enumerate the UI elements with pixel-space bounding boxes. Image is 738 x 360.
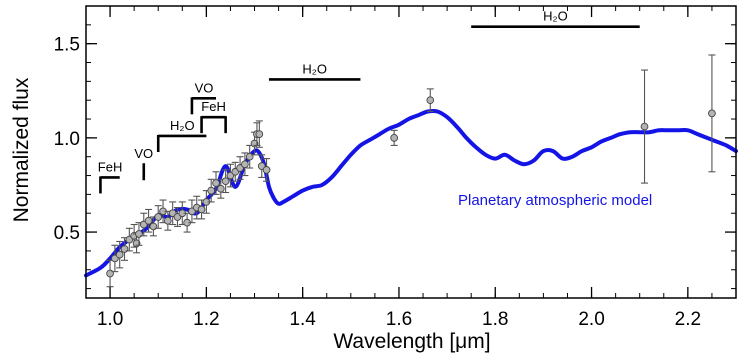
observation-point [426, 88, 435, 113]
x-tick-label: 1.8 [482, 309, 508, 330]
band-label: VO [134, 146, 153, 161]
plot-frame [85, 5, 737, 299]
data-point [708, 109, 716, 118]
data-point [212, 179, 220, 187]
observation-point [115, 240, 124, 269]
y-tick-label: 1.0 [54, 129, 80, 150]
data-point [426, 96, 435, 105]
observation-point [207, 178, 216, 203]
observation-point [130, 223, 138, 248]
observation-point [125, 227, 134, 252]
band-label: FeH [201, 99, 226, 114]
molecule-band: VO [134, 146, 153, 181]
molecule-band: FeH [200, 99, 227, 134]
band-label: VO [195, 80, 214, 95]
data-point [115, 250, 124, 259]
observation-point [144, 208, 153, 233]
band-label: H₂O [302, 61, 327, 76]
observation-point [164, 210, 172, 231]
data-point [207, 186, 216, 195]
observation-point [390, 129, 398, 146]
molecule-band: FeH [98, 159, 123, 194]
observation-point [216, 178, 225, 199]
observation-point [241, 152, 249, 177]
data-point [390, 134, 398, 142]
band-label: H₂O [170, 118, 195, 133]
data-point [221, 177, 230, 186]
data-point [255, 130, 264, 138]
x-axis-label: Wavelength [μm] [333, 330, 490, 353]
data-point [154, 213, 163, 221]
observation-point [212, 171, 220, 195]
y-axis-label: Normalized flux [10, 77, 33, 222]
x-tick-label: 1.0 [97, 309, 123, 330]
x-tick-label: 2.0 [578, 309, 604, 330]
y-tick-label: 0.5 [54, 223, 80, 244]
molecule-band: H₂O [156, 118, 207, 152]
observation-point [245, 144, 254, 169]
data-point [640, 122, 649, 131]
observation-point [262, 158, 271, 182]
observation-point [154, 205, 163, 229]
molecule-band: H₂O [268, 61, 361, 81]
axes: 1.0 1.2 1.4 1.6 1.8 2.0 2.2 0.5 1.0 1.5 [54, 5, 737, 330]
observation-point [197, 199, 206, 220]
molecule-band: H₂O [471, 9, 640, 29]
x-tick-label: 1.4 [289, 309, 316, 330]
observation-point [106, 259, 114, 288]
y-tick-label: 1.5 [54, 35, 80, 56]
band-label: FeH [98, 159, 123, 174]
x-tick-label: 2.2 [675, 309, 701, 330]
x-tick-label: 1.2 [193, 309, 219, 330]
data-point [144, 216, 153, 225]
data-point [241, 160, 249, 169]
band-label: H₂O [543, 9, 568, 24]
molecule-band: VO [190, 80, 216, 115]
data-point [216, 184, 225, 193]
molecule-annotations: FeH VO H₂O VO FeH H₂O H₂O [98, 9, 640, 194]
x-tick-label: 1.6 [386, 309, 412, 330]
data-point [197, 205, 206, 214]
observation-point [640, 69, 649, 184]
observation-point [221, 169, 230, 194]
observation-point [255, 120, 264, 148]
data-point [164, 216, 172, 225]
model-legend-label: Planetary atmospheric model [458, 192, 652, 209]
data-point [262, 166, 271, 174]
observation-point [708, 54, 716, 173]
observations-layer [106, 54, 716, 288]
